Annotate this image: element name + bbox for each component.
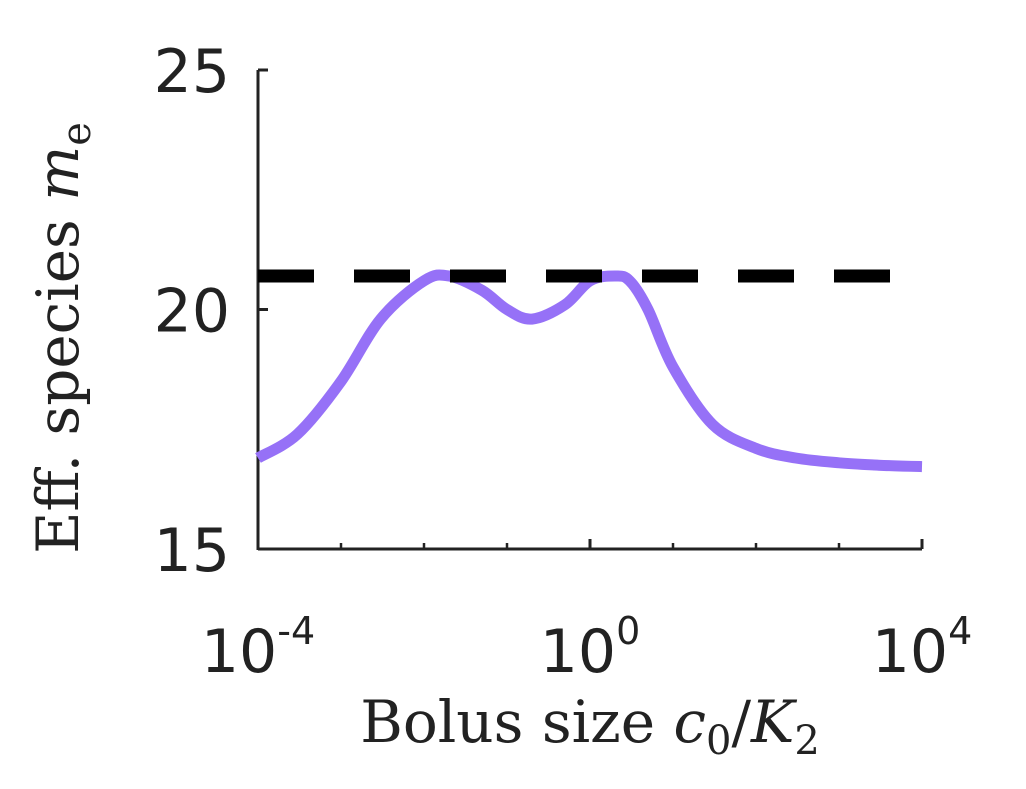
y-axis: 15 20 25	[154, 37, 268, 586]
x-tick-label: 104	[872, 609, 973, 687]
data-series-line	[255, 269, 923, 473]
series-group	[255, 269, 923, 473]
y-ticks: 15 20 25	[154, 37, 268, 586]
y-tick-label: 20	[154, 277, 230, 347]
y-tick-label: 15	[154, 516, 230, 586]
y-tick-label: 25	[154, 37, 230, 107]
x-ticks: 10-4 100 104	[201, 539, 972, 687]
x-axis-label: Bolus size c0/K2	[360, 688, 820, 764]
y-axis-label: Eff. species me	[24, 122, 100, 554]
x-tick-label: 10-4	[201, 609, 315, 687]
x-tick-label: 100	[540, 609, 641, 687]
x-axis: 10-4 100 104	[201, 539, 972, 687]
